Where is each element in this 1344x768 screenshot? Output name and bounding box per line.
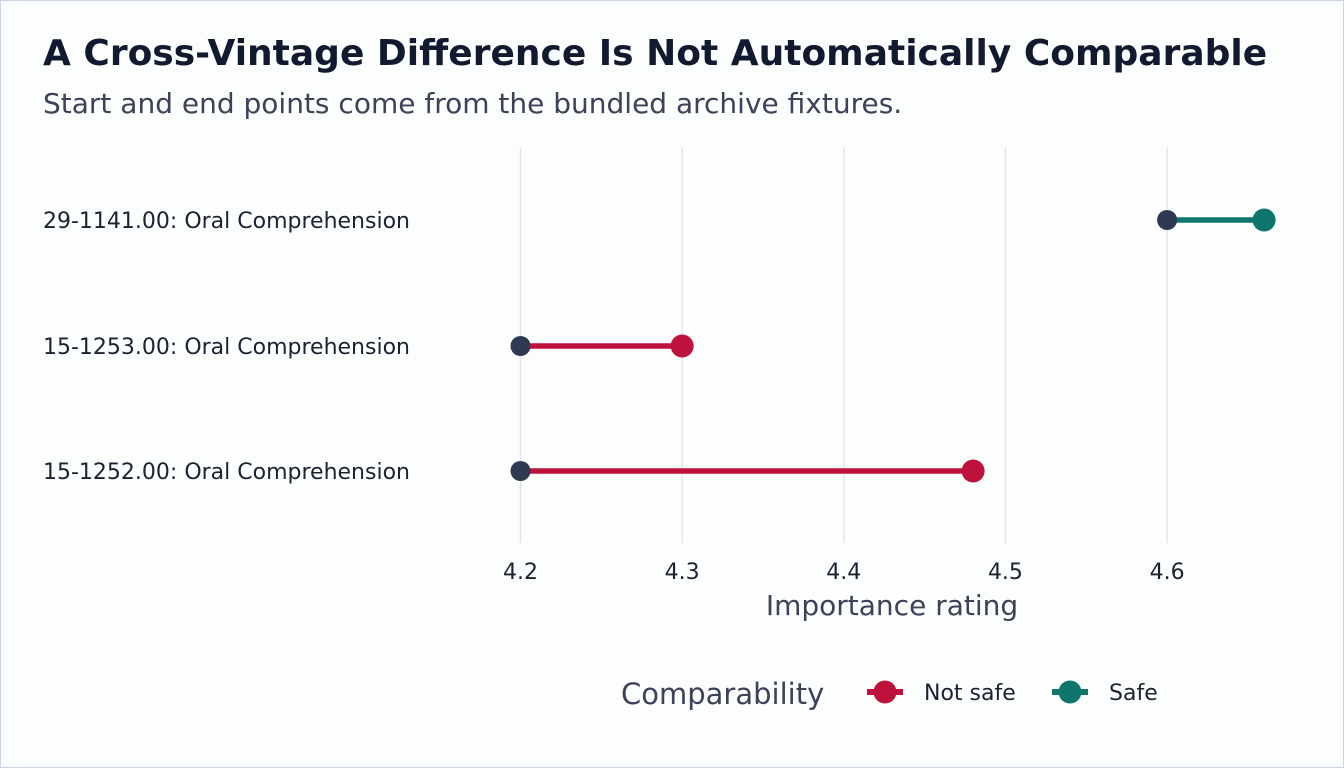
x-tick-label: 4.3 — [665, 560, 700, 585]
chart-title: A Cross-Vintage Difference Is Not Automa… — [43, 33, 1267, 74]
category-labels: 29-1141.00: Oral Comprehension 15-1253.00… — [43, 209, 410, 485]
x-tick-label: 4.2 — [503, 560, 538, 585]
legend-key-point — [873, 680, 897, 704]
x-axis-title: Importance rating — [766, 589, 1018, 622]
category-label: 29-1141.00: Oral Comprehension — [43, 209, 410, 234]
legend-title: Comparability — [621, 677, 824, 711]
x-tick-label: 4.5 — [988, 560, 1023, 585]
end-point — [961, 459, 985, 483]
category-label: 15-1253.00: Oral Comprehension — [43, 335, 410, 360]
legend-entries: Not safe Safe — [867, 680, 1158, 706]
legend-label: Safe — [1109, 681, 1158, 706]
dumbbell-marks — [510, 208, 1276, 483]
end-point — [1252, 208, 1276, 232]
legend-label: Not safe — [924, 681, 1016, 706]
x-tick-label: 4.6 — [1150, 560, 1185, 585]
start-point — [510, 336, 531, 356]
start-point — [1157, 210, 1178, 230]
legend-key-point — [1058, 680, 1082, 704]
start-point — [510, 461, 531, 481]
x-tick-label: 4.4 — [826, 560, 861, 585]
x-axis-ticks: 4.2 4.3 4.4 4.5 4.6 — [503, 560, 1185, 585]
chart-subtitle: Start and end points come from the bundl… — [43, 87, 902, 120]
end-point — [670, 334, 694, 358]
category-label: 15-1252.00: Oral Comprehension — [43, 460, 410, 485]
legend: Comparability Not safe Safe — [621, 677, 1158, 711]
